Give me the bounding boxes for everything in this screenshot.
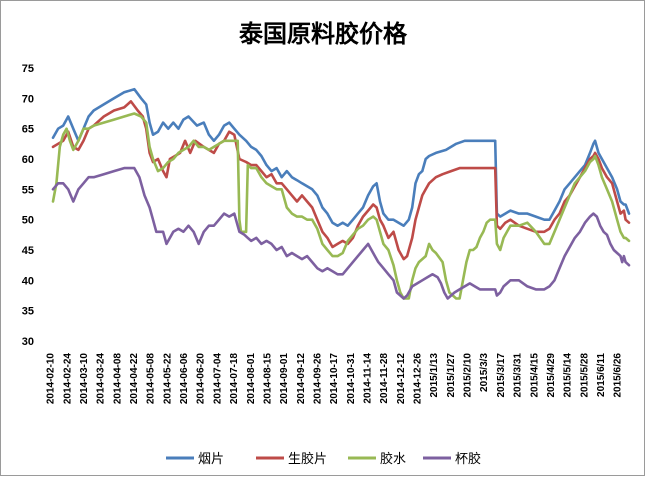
series-line-3 xyxy=(51,166,631,300)
series-line-1 xyxy=(51,100,631,261)
legend-label-2: 胶水 xyxy=(380,451,406,467)
x-tick-label: 2015/3/31 xyxy=(513,353,524,398)
x-tick-label: 2014-09-01 xyxy=(279,353,290,405)
x-tick-label: 2015/1/27 xyxy=(446,353,457,398)
legend-label-1: 生胶片 xyxy=(288,451,327,467)
y-tick-label: 60 xyxy=(22,154,34,166)
y-tick-label: 35 xyxy=(22,306,34,318)
x-tick-label: 2014-05-22 xyxy=(162,353,173,405)
x-tick-label: 2014-04-22 xyxy=(129,353,140,405)
x-tick-label: 2014-03-10 xyxy=(79,353,90,405)
x-tick-label: 2014-12-26 xyxy=(413,353,424,405)
chart-title: 泰国原料胶价格 xyxy=(239,19,408,48)
series-line-2 xyxy=(51,112,631,300)
x-tick-label: 2015/6/26 xyxy=(613,353,624,398)
x-tick-label: 2014-09-12 xyxy=(296,353,307,405)
legend-label-3: 杯胶 xyxy=(455,451,481,467)
series-line-0 xyxy=(51,87,631,227)
x-tick-label: 2014-12-12 xyxy=(396,353,407,405)
x-tick-label: 2014-10-17 xyxy=(329,353,340,405)
x-tick-label: 2014-04-08 xyxy=(112,353,123,405)
y-tick-label: 45 xyxy=(22,245,34,257)
x-tick-label: 2015/1/13 xyxy=(429,353,440,398)
x-tick-label: 2014-09-26 xyxy=(312,353,323,405)
x-tick-label: 2015/3/3 xyxy=(479,353,490,392)
legend: 烟片 生胶片 胶水 杯胶 xyxy=(166,451,481,467)
y-tick-label: 55 xyxy=(22,184,34,196)
x-tick-label: 2014-11-28 xyxy=(379,353,390,404)
x-tick-label: 2015/4/29 xyxy=(546,353,557,398)
x-tick-label: 2014-07-04 xyxy=(212,353,223,405)
x-tick-label: 2015/5/14 xyxy=(563,353,574,398)
y-axis-ticks: 30 35 40 45 50 55 60 65 70 75 xyxy=(22,63,34,348)
legend-label-0: 烟片 xyxy=(198,452,224,467)
y-tick-label: 50 xyxy=(22,215,34,227)
x-tick-label: 2014-11-14 xyxy=(362,353,373,404)
x-tick-label: 2014-08-15 xyxy=(262,353,273,405)
x-tick-label: 2014-03-24 xyxy=(96,353,107,405)
x-tick-label: 2015/2/10 xyxy=(463,353,474,398)
y-tick-label: 40 xyxy=(22,275,34,287)
x-tick-label: 2014-05-08 xyxy=(146,353,157,405)
y-tick-label: 70 xyxy=(22,93,34,105)
y-tick-label: 65 xyxy=(22,124,34,136)
x-tick-label: 2014-06-20 xyxy=(196,353,207,405)
x-tick-label: 2014-10-31 xyxy=(346,353,357,405)
x-tick-label: 2014-08-01 xyxy=(246,353,257,405)
x-tick-label: 2014-02-24 xyxy=(62,353,73,405)
x-tick-label: 2015/4/15 xyxy=(529,353,540,398)
y-tick-label: 30 xyxy=(22,336,34,348)
x-tick-label: 2014-06-06 xyxy=(179,353,190,405)
x-tick-label: 2015/5/28 xyxy=(579,353,590,398)
x-tick-label: 2014-02-10 xyxy=(46,353,57,405)
x-tick-label: 2015/3/17 xyxy=(496,353,507,398)
y-tick-label: 75 xyxy=(22,63,34,75)
x-tick-label: 2014-07-18 xyxy=(229,353,240,405)
x-tick-label: 2015/6/11 xyxy=(596,353,607,397)
x-axis-ticks: 2014-02-10 2014-02-24 2014-03-10 2014-03-24… xyxy=(46,353,624,405)
series-lines xyxy=(51,87,631,300)
